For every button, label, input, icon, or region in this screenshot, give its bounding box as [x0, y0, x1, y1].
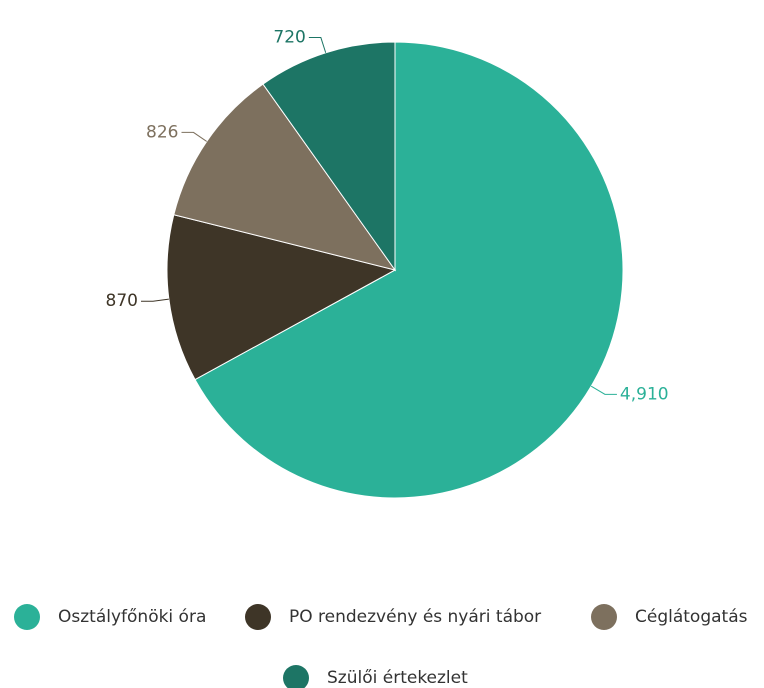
leader-line	[141, 298, 169, 302]
data-label: 870	[106, 291, 138, 311]
leader-line	[308, 37, 327, 53]
pie-slice	[194, 41, 624, 499]
legend-swatch	[283, 665, 309, 688]
legend-swatch	[14, 604, 40, 630]
legend-label: Céglátogatás	[635, 607, 748, 627]
data-label: 826	[146, 122, 178, 142]
legend-label: PO rendezvény és nyári tábor	[289, 607, 541, 627]
data-label: 720	[273, 28, 305, 48]
pie-slice	[173, 83, 397, 271]
data-label: 4,910	[620, 384, 669, 404]
legend-swatch	[591, 604, 617, 630]
leader-line	[181, 131, 207, 142]
legend-label: Osztályfőnöki óra	[58, 607, 206, 627]
legend-swatch	[245, 604, 271, 630]
leader-line	[590, 385, 617, 395]
legend-label: Szülői értekezlet	[327, 668, 468, 688]
